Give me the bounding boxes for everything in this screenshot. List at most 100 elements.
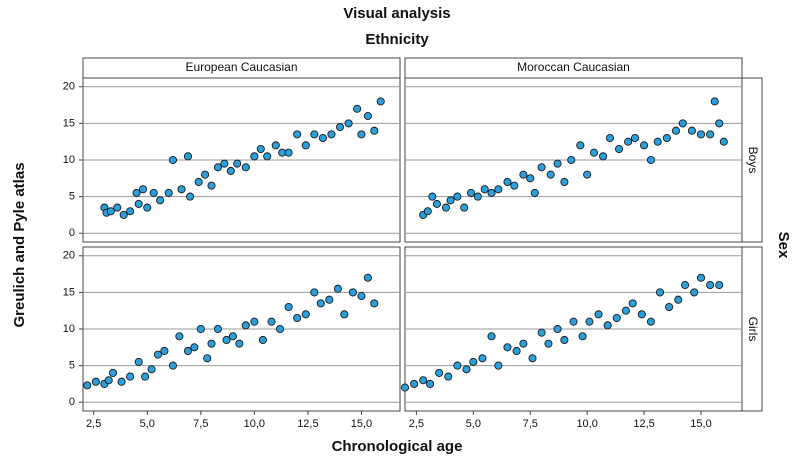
x-tick-label: 12,5 bbox=[297, 418, 318, 430]
point bbox=[425, 379, 435, 388]
point bbox=[419, 376, 428, 385]
point bbox=[357, 292, 366, 301]
point bbox=[674, 295, 683, 304]
point bbox=[126, 372, 135, 381]
x-tick-label: 10,0 bbox=[244, 418, 265, 430]
point bbox=[147, 365, 156, 374]
point bbox=[263, 152, 272, 161]
point bbox=[108, 368, 118, 377]
point bbox=[310, 288, 319, 297]
point bbox=[149, 188, 158, 197]
point bbox=[340, 310, 349, 319]
point bbox=[637, 310, 646, 319]
point bbox=[207, 181, 216, 190]
point bbox=[117, 377, 126, 386]
point bbox=[226, 166, 235, 176]
y-tick-label: 0 bbox=[69, 227, 75, 239]
point bbox=[235, 339, 244, 348]
point bbox=[544, 339, 553, 348]
point bbox=[233, 159, 242, 168]
point bbox=[113, 203, 122, 212]
point bbox=[316, 299, 325, 308]
point bbox=[662, 133, 671, 143]
chart-title: Visual analysis bbox=[343, 5, 450, 22]
point bbox=[168, 155, 178, 165]
point bbox=[363, 112, 372, 121]
x-tick-label: 2,5 bbox=[409, 418, 424, 430]
point bbox=[621, 306, 630, 315]
point bbox=[301, 310, 310, 319]
point bbox=[177, 185, 186, 194]
point bbox=[410, 379, 419, 388]
point bbox=[480, 185, 489, 194]
column-label: Moroccan Caucasian bbox=[517, 60, 630, 74]
point bbox=[681, 281, 690, 290]
point bbox=[453, 361, 462, 370]
y-tick-label: 20 bbox=[63, 81, 75, 93]
point bbox=[284, 302, 293, 312]
point bbox=[376, 97, 385, 106]
point bbox=[256, 144, 265, 154]
point bbox=[207, 339, 216, 348]
point bbox=[138, 185, 148, 194]
point bbox=[528, 354, 537, 363]
point bbox=[363, 273, 372, 282]
point bbox=[487, 188, 496, 197]
point bbox=[258, 335, 267, 345]
point bbox=[628, 299, 637, 308]
point bbox=[646, 155, 655, 165]
point bbox=[503, 177, 512, 187]
point bbox=[168, 361, 178, 370]
point bbox=[446, 196, 455, 205]
point bbox=[560, 335, 569, 345]
y-tick-label: 15 bbox=[63, 286, 75, 298]
point bbox=[478, 354, 487, 363]
point bbox=[156, 196, 165, 205]
point bbox=[671, 126, 681, 135]
x-tick-label: 5,0 bbox=[140, 418, 155, 430]
point bbox=[175, 332, 184, 341]
point bbox=[104, 376, 113, 385]
point bbox=[432, 199, 441, 208]
point bbox=[241, 321, 250, 330]
x-tick-label: 2,5 bbox=[86, 418, 101, 430]
point bbox=[719, 137, 728, 146]
point bbox=[271, 141, 280, 150]
point bbox=[196, 324, 205, 334]
point bbox=[530, 188, 539, 197]
point bbox=[293, 313, 302, 323]
point bbox=[630, 133, 640, 143]
point bbox=[220, 159, 229, 168]
row-label: Girls bbox=[746, 317, 760, 342]
point bbox=[494, 361, 503, 370]
point bbox=[203, 354, 212, 363]
point bbox=[160, 346, 169, 356]
y-axis-label: Greulich and Pyle atlas bbox=[11, 162, 28, 327]
point bbox=[526, 174, 535, 183]
point bbox=[494, 185, 503, 194]
point bbox=[141, 372, 150, 381]
point bbox=[696, 273, 706, 282]
point bbox=[646, 317, 655, 326]
point bbox=[715, 119, 724, 128]
point bbox=[519, 170, 528, 179]
point bbox=[344, 119, 353, 128]
point bbox=[335, 123, 345, 132]
row-label: Boys bbox=[746, 147, 760, 174]
x-tick-label: 7,5 bbox=[523, 418, 538, 430]
y-tick-label: 15 bbox=[63, 117, 75, 129]
point bbox=[578, 332, 587, 341]
x-tick-label: 15,0 bbox=[690, 418, 711, 430]
point bbox=[310, 130, 319, 139]
point bbox=[428, 192, 437, 201]
point bbox=[614, 144, 624, 154]
point bbox=[190, 343, 199, 352]
point bbox=[201, 170, 210, 179]
point bbox=[599, 152, 608, 161]
point bbox=[333, 284, 342, 293]
y-tick-label: 5 bbox=[69, 191, 75, 203]
point bbox=[715, 281, 724, 290]
point bbox=[400, 383, 410, 392]
point bbox=[183, 346, 193, 356]
